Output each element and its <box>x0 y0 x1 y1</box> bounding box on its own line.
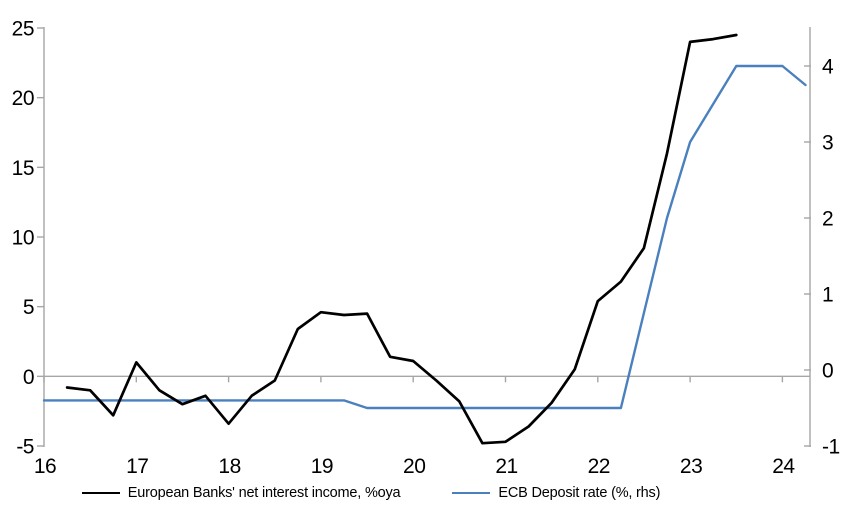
left-axis-tick-label: 5 <box>23 296 34 319</box>
ecb-rate-series-line <box>42 64 807 410</box>
right-axis-tick-label: 4 <box>822 56 834 79</box>
x-axis-tick-label: 16 <box>34 455 56 478</box>
right-axis-tick-label: 0 <box>822 360 833 383</box>
chart-legend: European Banks' net interest income, %oy… <box>0 485 797 501</box>
left-axis-tick-label: 20 <box>12 87 34 110</box>
legend-item-ecb: ECB Deposit rate (%, rhs) <box>452 485 660 501</box>
legend-item-nii: European Banks' net interest income, %oy… <box>81 485 401 501</box>
x-axis-tick-label: 17 <box>126 455 148 478</box>
x-axis-tick-label: 23 <box>680 455 702 478</box>
nii-series-line <box>65 33 738 445</box>
ecb-legend-label: ECB Deposit rate (%, rhs) <box>498 485 661 501</box>
x-axis-tick-label: 24 <box>772 455 795 478</box>
ecb-line-swatch <box>452 492 491 494</box>
right-axis-tick-label: 3 <box>822 132 833 155</box>
left-axis-tick-label: 0 <box>23 366 34 389</box>
left-axis-tick-label: -5 <box>16 436 34 459</box>
x-axis-tick-label: 22 <box>588 455 610 478</box>
nii-line-swatch <box>81 492 120 494</box>
x-axis-tick-label: 19 <box>311 455 333 478</box>
x-axis-tick-label: 18 <box>218 455 240 478</box>
left-axis-tick-label: 25 <box>12 18 34 41</box>
right-axis-tick-label: -1 <box>822 436 840 459</box>
x-axis-tick-label: 21 <box>495 455 517 478</box>
x-axis-tick-label: 20 <box>403 455 425 478</box>
left-axis-tick-label: 15 <box>12 157 34 180</box>
left-axis-tick-label: 10 <box>12 227 34 250</box>
right-axis-tick-label: 2 <box>822 208 833 231</box>
right-axis-tick-label: 1 <box>822 284 833 307</box>
nii-legend-label: European Banks' net interest income, %oy… <box>127 485 401 501</box>
